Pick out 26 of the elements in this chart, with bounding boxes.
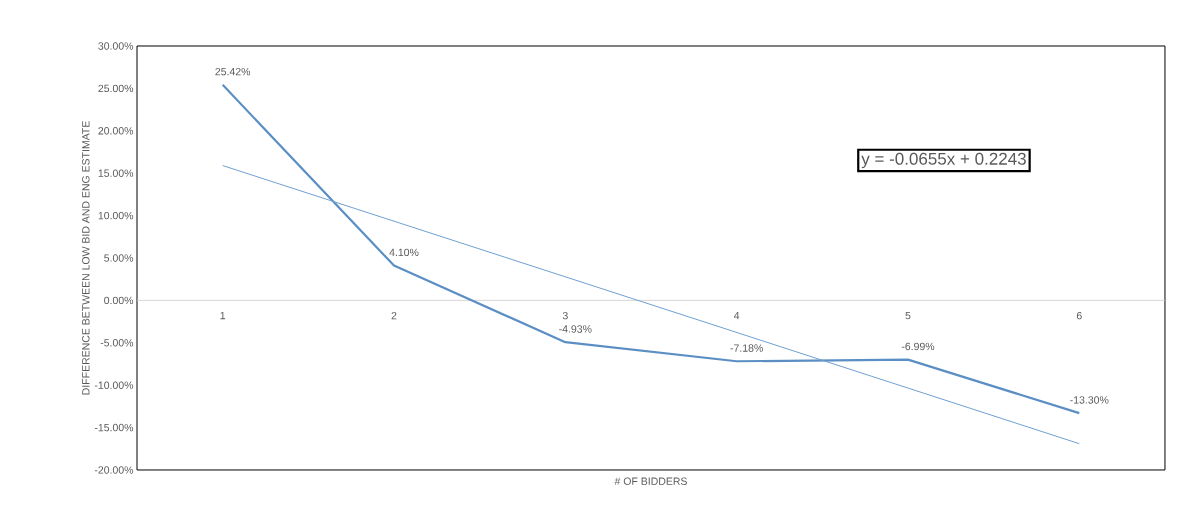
data-label: -7.18%: [730, 344, 763, 352]
y-axis-title: DIFFERENCE BETWEEN LOW BID AND ENG ESTIMATE: [82, 121, 90, 395]
y-tick-label: 0.00%: [104, 296, 134, 305]
x-tick-label: 2: [391, 311, 397, 320]
y-tick-label: -10.00%: [94, 381, 134, 389]
x-tick-label: 4: [733, 311, 740, 320]
y-tick-label: -5.00%: [100, 339, 134, 347]
data-label: -13.30%: [1070, 396, 1109, 404]
x-tick-label: 6: [1076, 311, 1082, 320]
x-tick-label: 3: [562, 311, 568, 320]
data-label: 4.10%: [389, 248, 419, 257]
annotation: y = -0.0655x + 0.2243: [861, 152, 1026, 169]
data-label: -4.93%: [559, 325, 592, 333]
y-tick-label: 20.00%: [98, 127, 134, 135]
data-label: -6.99%: [901, 342, 935, 351]
y-tick-label: 15.00%: [98, 169, 134, 177]
y-tick-label: 25.00%: [98, 84, 134, 93]
data-label: 25.42%: [215, 67, 251, 76]
x-axis-title: # OF BIDDERS: [614, 477, 687, 485]
y-tick-label: -20.00%: [94, 466, 134, 474]
y-tick-label: 30.00%: [98, 42, 134, 50]
x-tick-label: 5: [905, 311, 911, 320]
y-tick-label: 5.00%: [104, 254, 134, 262]
y-tick-label: 10.00%: [98, 211, 134, 220]
x-tick-label: 1: [220, 311, 226, 320]
y-tick-label: -15.00%: [94, 423, 134, 432]
